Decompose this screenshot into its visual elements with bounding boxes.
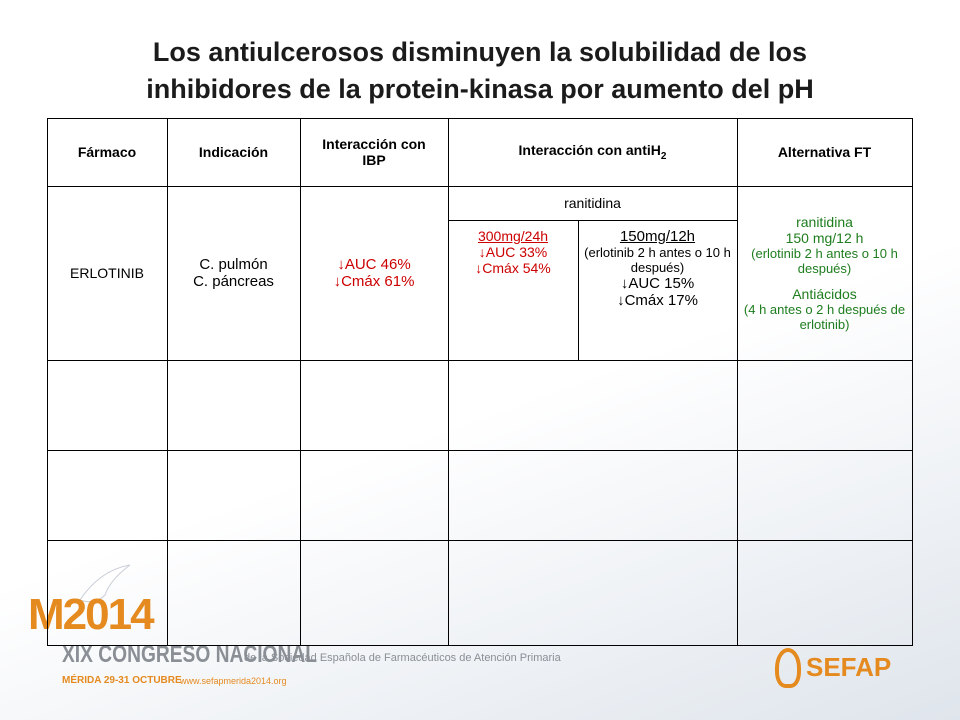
- table-border: [47, 360, 913, 361]
- header-subscript: 2: [660, 150, 667, 162]
- table-border: [448, 220, 737, 221]
- header-cell: Interacción con antiH2: [448, 118, 737, 186]
- indication: C. pulmón: [199, 256, 268, 273]
- header-text-wrap: Interacción con antiH2: [519, 142, 667, 162]
- table-border: [578, 220, 579, 360]
- alt-line: 150 mg/12 h: [785, 230, 864, 246]
- ibp-effect: ↓AUC 46%: [337, 256, 411, 273]
- table-border: [912, 118, 913, 646]
- place: MÉRIDA 29-31 OCTUBRE: [62, 675, 182, 686]
- title-line: Los antiulcerosos disminuyen la solubili…: [152, 37, 808, 67]
- header-text: Fármaco: [77, 144, 137, 160]
- effect: ↓AUC 15%: [620, 275, 695, 292]
- table-border: [448, 118, 449, 646]
- table-border: [167, 118, 168, 646]
- society: de la Sociedad Española de Farmacéuticos…: [244, 652, 561, 664]
- table-border: [47, 645, 913, 646]
- table-border: [300, 118, 301, 646]
- title-line: inhibidores de la protein-kinasa por aum…: [146, 74, 814, 104]
- header-text: Interacción con antiH: [518, 142, 661, 159]
- antih2-drug: ranitidina: [564, 195, 621, 211]
- cell: ranitidina: [448, 186, 737, 220]
- note: (erlotinib 2 h antes o 10 h después): [584, 245, 731, 275]
- cell: C. pulmón C. páncreas: [167, 186, 300, 360]
- table-border: [47, 118, 48, 646]
- alt-line: (erlotinib 2 h antes o 10 h después): [751, 246, 898, 276]
- table-border: [47, 186, 913, 187]
- cell: 300mg/24h ↓AUC 33% ↓Cmáx 54%: [448, 220, 578, 360]
- cell: ranitidina 150 mg/12 h (erlotinib 2 h an…: [737, 186, 912, 360]
- effect: ↓Cmáx 54%: [475, 260, 551, 276]
- effect: ↓Cmáx 17%: [617, 292, 698, 309]
- regimen: 300mg/24h: [477, 228, 549, 244]
- logo-bird: [79, 564, 131, 603]
- drug: ERLOTINIB: [70, 265, 144, 281]
- logo-art: [20, 560, 140, 645]
- alt-line: (4 h antes o 2 h después de erlotinib): [743, 302, 906, 332]
- brand: SEFAP: [806, 652, 892, 682]
- cell: ↓AUC 46% ↓Cmáx 61%: [300, 186, 448, 360]
- web: www.sefapmerida2014.org: [180, 676, 287, 686]
- header-text: Alternativa FT: [777, 144, 872, 160]
- indication: C. páncreas: [193, 273, 274, 290]
- header-text: Interacción con IBP: [322, 136, 426, 168]
- ibp-effect: ↓Cmáx 61%: [333, 273, 415, 290]
- header-cell: Indicación: [167, 118, 300, 186]
- table-border: [47, 118, 913, 119]
- logo-m: M2014: [28, 590, 155, 639]
- header-cell: Interacción con IBP: [300, 118, 448, 186]
- table-border: [47, 450, 913, 451]
- cell: 150mg/12h (erlotinib 2 h antes o 10 h de…: [578, 220, 737, 360]
- table-border: [737, 118, 738, 646]
- table-border: [47, 540, 913, 541]
- effect: ↓AUC 33%: [478, 244, 548, 260]
- header-cell: Fármaco: [47, 118, 167, 186]
- alt-title: ranitidina: [796, 214, 853, 230]
- regimen: 150mg/12h: [619, 228, 696, 245]
- header-text: Indicación: [198, 144, 269, 160]
- cell: ERLOTINIB: [47, 186, 167, 360]
- alt-title: Antiácidos: [792, 286, 857, 302]
- header-cell: Alternativa FT: [737, 118, 912, 186]
- brand-icon: [775, 648, 801, 688]
